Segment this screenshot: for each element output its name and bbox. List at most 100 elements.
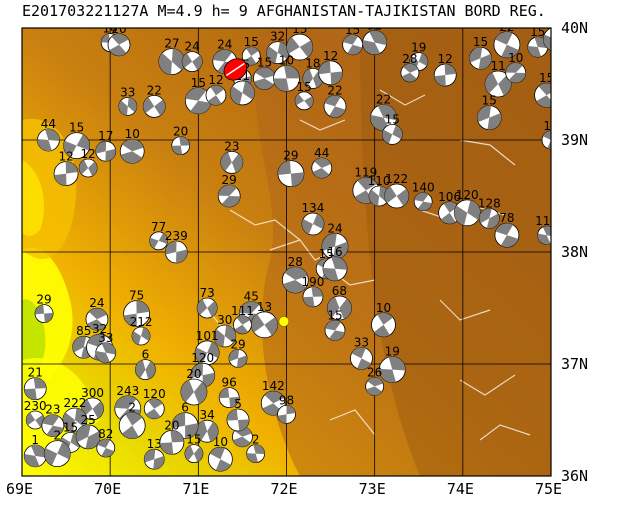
depth-label: 222 [63, 396, 86, 410]
focal-mechanism: 44 [543, 28, 551, 51]
depth-label: 22 [376, 93, 391, 107]
focal-mechanism: 78 [494, 211, 520, 248]
focal-mechanism: 34 [195, 408, 219, 443]
focal-mechanism: 15 [381, 112, 403, 145]
depth-label: 10 [508, 51, 523, 65]
focal-mechanism: 20 [159, 418, 185, 455]
depth-label: 110 [368, 174, 391, 188]
focal-mechanism: 23 [220, 139, 244, 174]
depth-label: 15 [327, 308, 342, 322]
focal-mechanism: 11 [484, 59, 512, 98]
depth-label: 29 [36, 293, 51, 307]
focal-mechanism: 1 [23, 433, 47, 468]
depth-label: 20 [186, 367, 201, 381]
depth-label: 33 [354, 335, 369, 349]
focal-mechanism: 239 [165, 229, 188, 264]
depth-label: 15 [543, 119, 558, 133]
depth-label: 24 [185, 40, 200, 54]
map-title: E201703221127A M=4.9 h= 9 AFGHANISTAN-TA… [22, 2, 546, 20]
depth-label: 5 [234, 397, 242, 411]
focal-mechanism: 27 [158, 37, 186, 75]
focal-mechanism: 29 [34, 293, 54, 324]
depth-label: 13 [147, 437, 162, 451]
focal-mechanism: 29 [277, 149, 305, 188]
focal-mechanism: 22 [323, 83, 347, 118]
focal-mechanism: 21 [23, 366, 47, 401]
focal-mechanism: 32 [266, 30, 290, 65]
latitude-tick-label: 38N [561, 243, 589, 261]
longitude-tick-label: 72E [270, 480, 298, 498]
depth-label: 190 [301, 275, 324, 289]
focal-mechanism: 6 [171, 401, 199, 440]
depth-label: 12 [323, 49, 338, 63]
depth-label: 15 [530, 25, 545, 39]
focal-mechanism: 28 [400, 52, 420, 83]
focal-mechanism: 33 [95, 331, 117, 364]
focal-mechanism: 15 [342, 23, 364, 56]
depth-label: 77 [151, 220, 166, 234]
depth-label: 128 [478, 196, 501, 210]
focal-mechanism: 29 [228, 337, 248, 368]
depth-label: 12 [58, 150, 73, 164]
depth-label: 45 [244, 290, 259, 304]
focal-mechanism: 13 [143, 437, 165, 470]
depth-label: 75 [129, 289, 144, 303]
focal-mechanism: 24 [181, 40, 203, 72]
focal-mechanism: 22 [142, 83, 166, 118]
depth-label: 6 [142, 348, 150, 362]
depth-label: 23 [45, 403, 60, 417]
depth-label: 96 [222, 376, 237, 390]
depth-label: 116 [535, 214, 558, 228]
focal-mechanism: 5 [226, 397, 250, 432]
depth-label: 68 [332, 284, 347, 298]
depth-label: 33 [98, 331, 113, 345]
focal-mechanism: 10 [371, 301, 396, 338]
depth-label: 243 [116, 384, 139, 398]
depth-label: 19 [385, 345, 400, 359]
depth-label: 25 [80, 413, 95, 427]
depth-label: 15 [385, 112, 400, 126]
depth-label: 29 [222, 173, 237, 187]
depth-label: 15 [345, 23, 360, 37]
focal-mechanism: 116 [535, 214, 558, 245]
latitude-tick-label: 39N [561, 131, 589, 149]
focal-mechanism: 98 [277, 393, 296, 424]
latitude-tick-label: 40N [561, 19, 589, 37]
depth-label: 82 [98, 427, 113, 441]
depth-label: 22 [147, 83, 162, 97]
focal-mechanism: 15 [184, 433, 204, 464]
depth-label: 32 [92, 322, 107, 336]
depth-label: 10 [213, 435, 228, 449]
depth-label: 14 [103, 22, 118, 36]
focal-mechanism: 44 [311, 146, 333, 179]
depth-label: 2 [128, 401, 136, 415]
depth-label: 44 [41, 117, 56, 131]
focal-mechanism: 20 [107, 28, 131, 57]
depth-label: 13 [257, 300, 272, 314]
depth-label: 212 [130, 315, 153, 329]
depth-label: 230 [24, 399, 47, 413]
focal-mechanism: 82 [96, 427, 116, 458]
depth-label: 21 [28, 366, 43, 380]
depth-label: 119 [354, 165, 377, 179]
focal-mechanism: 12 [205, 73, 227, 106]
depth-label: 16 [327, 245, 342, 259]
focal-mechanism: 2 [246, 433, 266, 464]
focal-mechanism: 24 [321, 221, 349, 260]
focal-mechanism: 10 [207, 435, 233, 472]
depth-label: 27 [164, 37, 179, 51]
focal-mechanism: 15 [541, 119, 558, 150]
focal-mechanism: 15 [527, 25, 549, 58]
focal-mechanism: 15 [184, 76, 212, 115]
depth-label: 23 [224, 139, 239, 153]
depth-label: 122 [385, 172, 408, 186]
depth-label: 17 [98, 129, 113, 143]
depth-label: 10 [125, 127, 140, 141]
focal-mechanism: 33 [118, 85, 138, 116]
depth-label: 120 [143, 387, 166, 401]
depth-label: 120 [456, 188, 479, 202]
focal-mechanism: 10 [505, 51, 527, 84]
depth-label: 1 [31, 433, 39, 447]
focal-mechanism: 6 [135, 348, 156, 381]
